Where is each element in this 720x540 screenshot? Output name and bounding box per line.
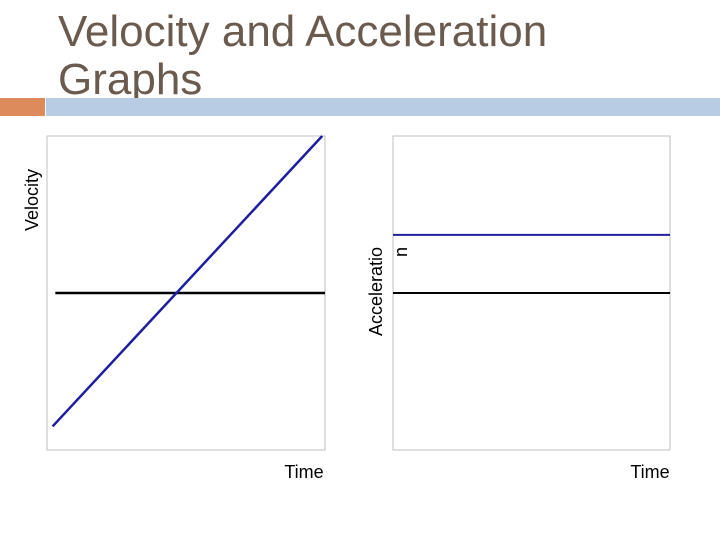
- slide-title: Velocity and Acceleration Graphs: [58, 7, 548, 104]
- acceleration-x-axis-label: Time: [630, 462, 669, 482]
- velocity-series-line: [51, 135, 324, 428]
- velocity-chart: Velocity Time: [22, 135, 326, 482]
- acceleration-y-axis-label-part2: n: [391, 247, 411, 257]
- velocity-x-axis-label: Time: [284, 462, 323, 482]
- title-accent-bar: [0, 98, 45, 116]
- acceleration-chart: Acceleratio n Time: [366, 135, 671, 482]
- acceleration-y-axis-label-part1: Acceleratio: [366, 247, 386, 336]
- title-rule-bar: [46, 98, 720, 116]
- velocity-y-axis-label: Velocity: [22, 169, 42, 231]
